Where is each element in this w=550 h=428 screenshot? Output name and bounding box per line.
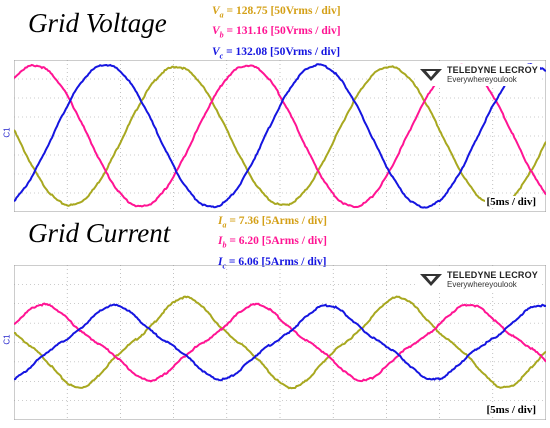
current-legend-entry: Ib = 6.20 [5Arms / div]	[218, 233, 327, 253]
voltage-legend-symbol: V	[212, 5, 220, 17]
voltage-zero-marker: C1	[2, 127, 12, 138]
current-legend-value: = 7.36 [5Arms / div]	[226, 215, 327, 227]
voltage-trace-vc	[14, 62, 546, 209]
brand-logo: TELEDYNE LECROY Everywhereyoulook	[415, 269, 540, 291]
lecroy-logo-icon	[419, 274, 442, 286]
voltage-legend-entry: Vc = 132.08 [50Vrms / div]	[212, 44, 341, 64]
brand-logo: TELEDYNE LECROY Everywhereyoulook	[415, 64, 540, 86]
brand-name: TELEDYNE LECROY	[446, 65, 538, 75]
current-trace-ib	[14, 302, 546, 383]
current-zero-marker: C1	[2, 334, 12, 345]
current-scope: TELEDYNE LECROY Everywhereyoulook [5ms /…	[3, 265, 546, 420]
brand-tagline: Everywhereyoulook	[446, 75, 517, 84]
current-legend-symbol: I	[218, 215, 223, 227]
voltage-title: Grid Voltage	[28, 8, 167, 38]
current-plot	[14, 265, 546, 420]
current-trace-ic	[14, 303, 546, 382]
lecroy-logo-icon	[419, 69, 442, 81]
voltage-time-div: [5ms / div]	[484, 196, 538, 208]
current-title: Grid Current	[28, 218, 171, 248]
voltage-legend-entry: Vb = 131.16 [50Vrms / div]	[212, 23, 341, 43]
current-legend-subscript: b	[222, 240, 227, 250]
current-legend-entry: Ia = 7.36 [5Arms / div]	[218, 213, 327, 233]
voltage-legend-symbol: V	[212, 25, 220, 38]
current-legend-subscript: a	[222, 220, 227, 230]
voltage-trace-va	[14, 65, 546, 208]
voltage-legend-value: = 132.08 [50Vrms / div]	[223, 45, 341, 58]
current-legend-value: = 6.20 [5Arms / div]	[226, 235, 327, 248]
current-legend-symbol: I	[218, 235, 223, 248]
voltage-legend: Va = 128.75 [50Vrms / div] Vb = 131.16 [5…	[212, 3, 341, 64]
voltage-legend-subscript: b	[219, 30, 224, 40]
brand-name: TELEDYNE LECROY	[446, 270, 538, 280]
voltage-scope: TELEDYNE LECROY Everywhereyoulook [5ms /…	[3, 60, 546, 212]
voltage-legend-entry: Va = 128.75 [50Vrms / div]	[212, 3, 341, 23]
current-legend-symbol: I	[218, 255, 223, 268]
voltage-legend-subscript: c	[219, 50, 224, 60]
voltage-legend-value: = 131.16 [50Vrms / div]	[223, 25, 341, 38]
voltage-legend-subscript: a	[219, 10, 224, 20]
brand-tagline: Everywhereyoulook	[446, 280, 517, 289]
current-time-div: [5ms / div]	[484, 404, 538, 416]
voltage-legend-symbol: V	[212, 45, 220, 58]
voltage-legend-value: = 128.75 [50Vrms / div]	[223, 5, 341, 17]
current-trace-ia	[14, 295, 546, 390]
